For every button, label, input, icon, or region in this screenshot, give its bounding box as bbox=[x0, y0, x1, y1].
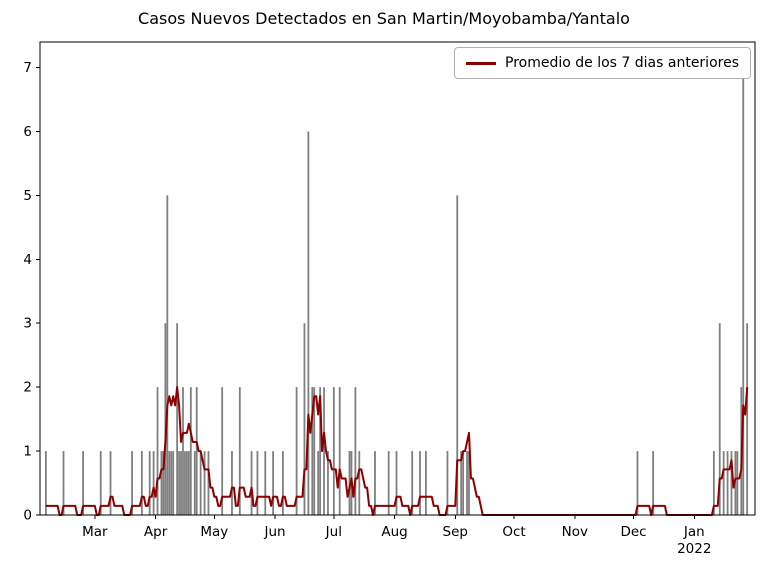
x-tick-label: Jul bbox=[325, 524, 342, 540]
axes-frame bbox=[39, 41, 756, 516]
x-tick-label: Jun bbox=[264, 524, 286, 540]
y-tick-label: 4 bbox=[23, 252, 32, 268]
x-tick-label: Jan bbox=[683, 524, 705, 540]
x-tick-label: Dec bbox=[620, 524, 646, 540]
y-tick-label: 5 bbox=[23, 188, 32, 204]
y-tick-label: 7 bbox=[23, 60, 32, 76]
x-tick-label: Mar bbox=[82, 524, 108, 540]
y-axis: 0 1 2 3 4 5 6 7 bbox=[23, 60, 40, 524]
y-tick-label: 0 bbox=[23, 508, 32, 524]
chart-title: Casos Nuevos Detectados en San Martin/Mo… bbox=[138, 9, 630, 28]
x-tick-label: Apr bbox=[144, 524, 168, 540]
y-tick-label: 3 bbox=[23, 316, 32, 332]
x-tick-label: May bbox=[200, 524, 228, 540]
seven-day-average-line bbox=[45, 386, 749, 516]
x-tick-label: Sep bbox=[443, 524, 468, 540]
y-tick-label: 2 bbox=[23, 380, 32, 396]
daily-bars-group bbox=[44, 67, 749, 515]
x-tick-year-label: 2022 bbox=[677, 541, 711, 557]
y-tick-label: 1 bbox=[23, 444, 32, 460]
y-tick-label: 6 bbox=[23, 124, 32, 140]
x-tick-label: Aug bbox=[381, 524, 407, 540]
legend: Promedio de los 7 dias anteriores bbox=[454, 47, 751, 79]
legend-label: Promedio de los 7 dias anteriores bbox=[505, 55, 739, 71]
legend-line-swatch bbox=[466, 61, 497, 65]
x-tick-label: Nov bbox=[562, 524, 588, 540]
x-tick-label: Oct bbox=[502, 524, 525, 540]
